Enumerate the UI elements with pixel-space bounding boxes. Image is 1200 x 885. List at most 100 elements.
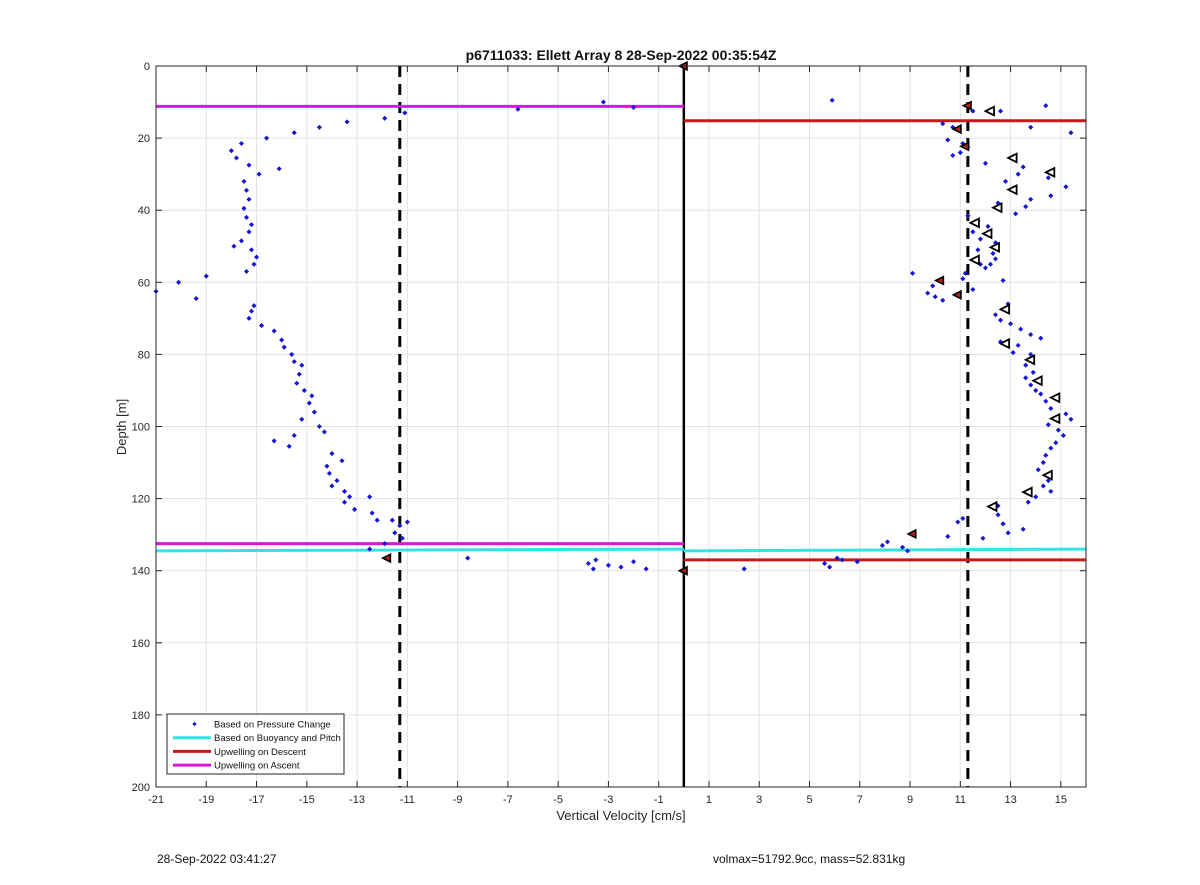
- pressure-change-point: [904, 548, 911, 554]
- filled-triangle-marker: [951, 289, 962, 301]
- pressure-change-point: [1023, 375, 1029, 381]
- open-triangle-marker: [983, 105, 995, 117]
- pressure-change-point: [1003, 178, 1009, 184]
- pressure-change-point: [1048, 193, 1054, 199]
- footer-timestamp: 28-Sep-2022 03:41:27: [157, 852, 277, 866]
- pressure-change-point: [341, 488, 348, 494]
- pressure-change-point: [1045, 422, 1051, 428]
- pressure-change-point: [329, 450, 335, 457]
- filled-triangle-marker: [961, 100, 972, 111]
- series-lines: [155, 104, 1087, 562]
- pressure-change-point: [286, 443, 292, 449]
- pressure-change-point: [960, 515, 966, 521]
- y-tick-label: 140: [132, 566, 150, 578]
- x-axis-label: Vertical Velocity [cm/s]: [556, 808, 685, 823]
- buoyancy-pitch-line: [683, 547, 1087, 553]
- pressure-change-point: [985, 223, 991, 229]
- y-tick-label: 0: [144, 61, 150, 73]
- pressure-change-point: [241, 178, 247, 184]
- pressure-change-point: [203, 273, 209, 279]
- open-triangle-marker: [1041, 469, 1053, 481]
- open-triangle-marker: [1043, 166, 1056, 179]
- chart-title: p6711033: Ellett Array 8 28-Sep-2022 00:…: [466, 47, 777, 63]
- x-tick-label: -21: [148, 794, 164, 806]
- pressure-change-point: [854, 559, 860, 565]
- pressure-change-point: [291, 130, 297, 136]
- pressure-change-point: [389, 517, 395, 523]
- open-triangle-marker: [1048, 391, 1061, 404]
- filled-triangle-marker: [677, 565, 688, 576]
- y-tick-label: 80: [138, 349, 150, 361]
- y-axis-label: Depth [m]: [114, 399, 129, 455]
- pressure-change-point: [231, 243, 237, 249]
- pressure-change-point: [930, 283, 936, 289]
- pressure-change-point: [992, 256, 999, 262]
- pressure-change-point: [243, 187, 250, 193]
- pressure-change-point: [980, 535, 986, 541]
- pressure-change-point: [879, 542, 885, 549]
- pressure-change-point: [1038, 335, 1044, 341]
- open-triangle-marker: [1006, 152, 1018, 164]
- filled-triangle-marker: [906, 528, 917, 540]
- pressure-change-point: [233, 155, 239, 161]
- x-tick-label: -3: [604, 794, 614, 806]
- pressure-change-point: [248, 222, 255, 228]
- pressure-change-point: [1028, 332, 1034, 338]
- pressure-change-point: [975, 247, 981, 253]
- pressure-change-point: [1000, 521, 1006, 527]
- open-triangle-marker: [968, 254, 980, 266]
- pressure-change-point: [932, 294, 938, 300]
- pressure-change-point: [339, 458, 345, 464]
- filled-triangle-marker: [933, 275, 945, 286]
- open-triangle-marker: [998, 337, 1010, 350]
- x-tick-label: 9: [907, 794, 913, 806]
- y-tick-label: 120: [132, 494, 150, 506]
- pressure-change-point: [291, 432, 297, 439]
- pressure-change-point: [1015, 342, 1021, 348]
- pressure-change-point: [590, 566, 596, 572]
- pressure-change-point: [631, 559, 637, 565]
- pressure-change-point: [957, 149, 963, 156]
- pressure-change-point: [1033, 494, 1039, 500]
- pressure-change-point: [382, 115, 388, 121]
- pressure-change-point: [281, 344, 287, 350]
- pressure-change-point: [316, 124, 322, 130]
- pressure-change-point: [238, 238, 245, 244]
- pressure-change-point: [402, 110, 408, 116]
- legend-label: Based on Buoyancy and Pitch: [214, 733, 341, 744]
- pressure-change-point: [982, 265, 989, 271]
- pressure-change-point: [1063, 184, 1069, 190]
- y-tick-label: 40: [138, 205, 150, 217]
- x-tick-label: 11: [955, 794, 966, 806]
- x-tick-label: -7: [503, 794, 513, 806]
- pressure-change-point: [618, 564, 624, 570]
- legend-label: Upwelling on Ascent: [214, 761, 300, 772]
- pressure-change-point: [593, 557, 599, 563]
- y-tick-label: 200: [132, 782, 150, 794]
- pressure-change-point: [193, 295, 199, 302]
- x-tick-label: 3: [756, 794, 762, 806]
- pressure-change-point: [1045, 175, 1051, 181]
- pressure-change-point: [246, 162, 252, 168]
- pressure-change-point: [1040, 460, 1046, 466]
- pressure-change-point: [259, 323, 265, 329]
- pressure-change-point: [309, 393, 315, 399]
- pressure-change-point: [228, 148, 234, 154]
- y-tick-label: 160: [132, 638, 150, 650]
- pressure-change-point: [940, 297, 946, 303]
- open-triangle-marker: [1031, 375, 1043, 387]
- pressure-change-point: [251, 303, 257, 309]
- pressure-change-point: [294, 380, 300, 386]
- pressure-change-point: [1043, 452, 1049, 458]
- pressure-change-point: [987, 261, 994, 267]
- pressure-change-point: [299, 416, 305, 422]
- axis-ticks: -21 -19 -17 -15 -13 -11 -9 -7 -5 -3 -1 1 3 5 7 9 11 13 150…: [132, 61, 1086, 806]
- pressure-change-point: [1030, 369, 1036, 375]
- open-triangle-marker: [991, 201, 1003, 214]
- legend-label: Upwelling on Descent: [214, 747, 306, 758]
- pressure-change-point: [392, 530, 398, 536]
- pressure-change-point: [279, 337, 285, 343]
- x-tick-label: 13: [1004, 794, 1016, 806]
- pressure-change-point: [404, 519, 410, 525]
- pressure-change-point: [1005, 530, 1011, 536]
